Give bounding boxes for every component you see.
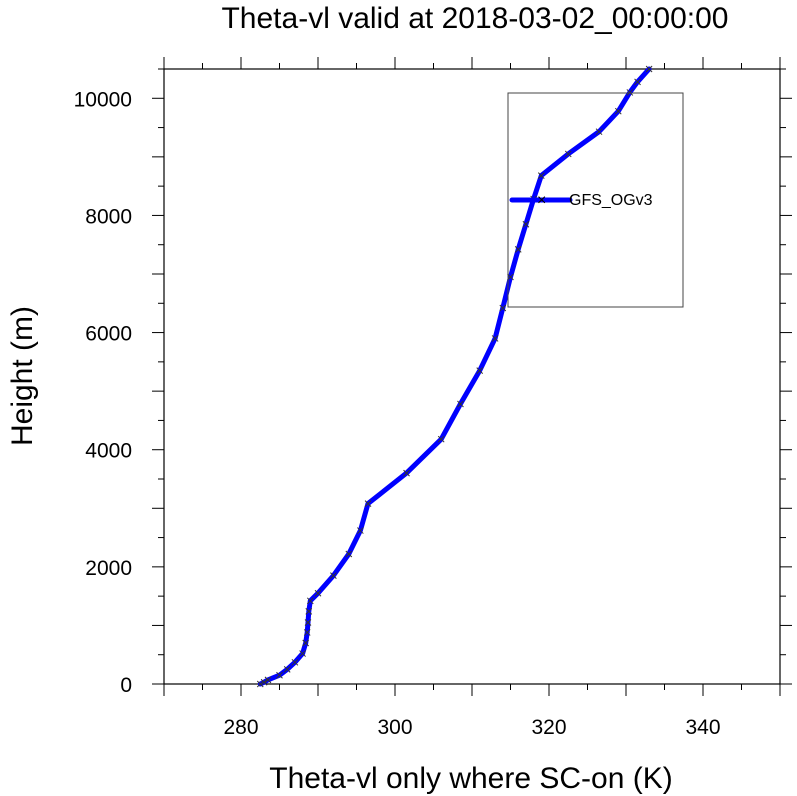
data-point	[564, 150, 572, 158]
data-point	[645, 65, 653, 73]
x-tick-label: 320	[531, 716, 566, 739]
chart-title: Theta-vl valid at 2018-03-02_00:00:00	[221, 2, 728, 35]
legend: × GFS_OGv3	[507, 92, 684, 308]
data-point	[276, 671, 283, 679]
data-point	[514, 246, 522, 253]
y-tick-label: 0	[120, 674, 132, 697]
x-tick-label: 280	[223, 716, 258, 739]
series-line-1	[257, 66, 652, 687]
legend-label-series-1: GFS_OGv3	[569, 192, 653, 209]
axis-ticks	[152, 57, 792, 696]
data-point	[264, 676, 272, 684]
series-layer	[256, 65, 653, 688]
data-point	[302, 639, 310, 647]
data-point	[437, 435, 445, 443]
data-point	[634, 78, 641, 86]
x-tick-label: 340	[685, 716, 720, 739]
data-point	[499, 304, 507, 312]
data-point	[491, 335, 499, 342]
data-point	[403, 469, 410, 477]
data-point	[283, 666, 291, 673]
data-point	[364, 500, 372, 507]
data-point	[330, 572, 337, 579]
x-tick-label: 300	[377, 716, 412, 739]
data-point	[595, 128, 603, 136]
data-point	[314, 589, 322, 597]
data-point	[356, 527, 364, 534]
y-tick-label: 6000	[85, 323, 132, 346]
data-point	[345, 550, 353, 558]
data-point	[303, 629, 311, 636]
y-tick-label: 4000	[85, 440, 132, 463]
data-point	[537, 172, 545, 179]
y-tick-label: 8000	[85, 205, 132, 228]
tick-labels: 280 300 320 340 0 2000 4000 6000 8000 10000	[74, 88, 721, 739]
legend-swatch-marker: ×	[537, 192, 546, 209]
data-point	[299, 650, 306, 657]
data-point	[306, 597, 314, 605]
y-tick-label: 10000	[74, 88, 132, 111]
y-axis-label: Height (m)	[6, 306, 39, 446]
y-tick-label: 2000	[85, 557, 132, 580]
data-point	[457, 400, 464, 408]
data-point	[260, 678, 268, 686]
data-point	[614, 107, 622, 115]
data-point	[476, 367, 484, 374]
plot-frame	[163, 68, 781, 685]
data-point	[304, 619, 312, 626]
legend-box	[507, 92, 684, 308]
data-point	[256, 680, 264, 688]
data-point	[522, 220, 530, 228]
data-point	[305, 608, 313, 615]
x-axis-label: Theta-vl only where SC-on (K)	[269, 762, 672, 795]
data-point	[626, 89, 634, 96]
data-point	[291, 658, 299, 666]
